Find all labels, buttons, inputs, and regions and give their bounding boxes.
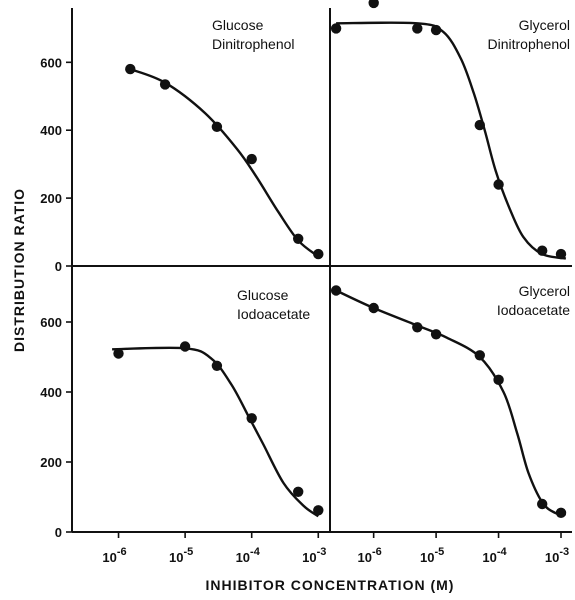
data-point [430,329,442,340]
data-point [412,322,423,333]
data-point [555,248,567,260]
data-point [246,153,257,165]
x-axis-label: INHIBITOR CONCENTRATION (M) [206,577,455,593]
x-tick-label: 10-6 [358,546,382,565]
x-tick-exponent: -6 [117,546,127,558]
data-point [125,63,136,75]
data-point [412,23,423,34]
panel-annotation: Glucose [237,287,289,303]
panel-annotation: Glucose [212,17,264,33]
panel-annotation: Glycerol [519,283,570,299]
x-tick-exponent: -4 [250,546,261,558]
y-tick-label: 200 [40,455,62,470]
x-tick-label: 10-6 [102,546,126,565]
x-tick-exponent: -3 [317,546,327,558]
fitted-curve [129,67,320,258]
x-tick-base: 10 [169,550,183,565]
data-point [368,302,379,314]
data-point [159,79,171,90]
x-tick-label: 10-3 [302,546,326,565]
data-point [474,350,485,361]
data-point [293,233,304,244]
data-point [293,486,304,497]
y-tick-label: 600 [40,315,62,330]
data-point [179,341,191,352]
data-point [555,507,567,518]
data-point [330,285,342,296]
x-tick-base: 10 [236,550,250,565]
data-point [313,505,324,516]
y-tick-label: 400 [40,123,62,138]
fitted-curve [336,21,567,260]
data-point [493,179,504,190]
data-point [430,24,442,36]
panel-annotation: Iodoacetate [497,302,570,318]
data-point [537,498,548,510]
data-point [330,23,342,34]
panels: Glucose Dinitrophenol Glycerol Dinitropheno… [112,0,570,518]
y-axis-label: DISTRIBUTION RATIO [11,188,27,352]
x-tick-exponent: -5 [183,546,193,558]
data-point [537,245,548,256]
y-tick-label: 0 [55,259,62,274]
plot-area [71,8,572,533]
data-point [368,0,379,9]
x-tick-base: 10 [545,550,559,565]
x-tick-label: 10-5 [420,546,444,565]
x-tick-exponent: -6 [372,546,382,558]
fitted-curve [112,346,320,518]
data-point [493,374,504,385]
x-tick-label: 10-5 [169,546,193,565]
x-tick-exponent: -3 [559,546,569,558]
fitted-curve [335,289,567,516]
data-point [246,413,257,424]
panel-annotation: Dinitrophenol [488,36,571,52]
panel-annotation: Glycerol [519,17,570,33]
panel: Glycerol Iodoacetate [330,283,570,518]
x-tick-exponent: -5 [434,546,444,558]
x-tick-base: 10 [482,550,496,565]
panel: Glucose Dinitrophenol [125,17,324,260]
x-tick-label: 10-4 [482,546,507,565]
data-point [313,248,324,260]
data-point [474,119,485,131]
axis-ticks [66,61,562,538]
y-tick-label: 400 [40,385,62,400]
x-tick-base: 10 [302,550,316,565]
x-tick-labels: 10-6 10-5 10-4 10-3 10-6 10-5 10-4 10-3 [102,546,569,565]
y-tick-label: 200 [40,191,62,206]
data-point [211,360,223,371]
y-tick-label: 0 [55,525,62,540]
x-tick-label: 10-3 [545,546,569,565]
x-tick-exponent: -4 [497,546,508,558]
data-point [211,121,223,132]
y-tick-labels: 0 200 400 600 0 200 400 600 [40,55,62,540]
panel-annotation: Dinitrophenol [212,36,295,52]
data-point [113,348,124,359]
x-tick-base: 10 [358,550,372,565]
x-tick-base: 10 [420,550,434,565]
panel-annotation: Iodoacetate [237,306,310,322]
panel: Glucose Iodoacetate [112,287,324,518]
y-tick-label: 600 [40,55,62,70]
panel: Glycerol Dinitrophenol [330,0,571,260]
x-tick-label: 10-4 [236,546,261,565]
x-tick-base: 10 [102,550,116,565]
